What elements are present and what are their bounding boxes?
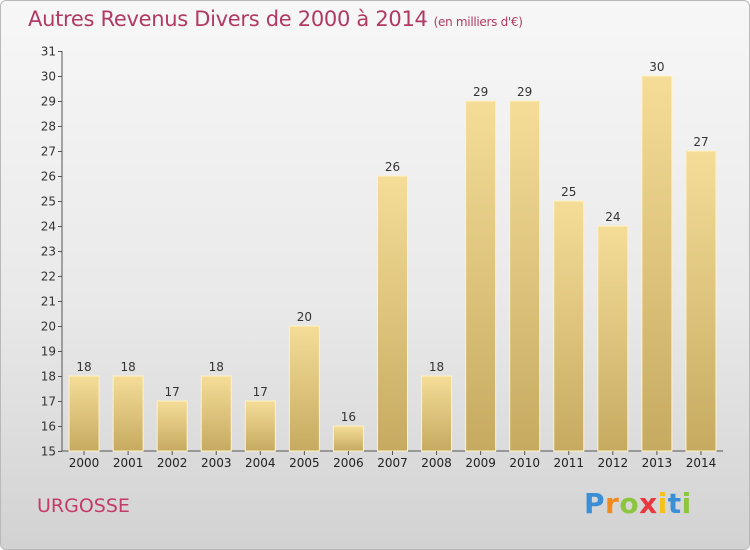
y-tick-label: 26 <box>41 170 56 184</box>
bar-value-label: 20 <box>297 310 312 324</box>
bar <box>112 375 144 452</box>
bar <box>200 375 232 452</box>
bar-value-label: 17 <box>253 385 268 399</box>
bar-value-label: 27 <box>693 135 708 149</box>
bar-value-label: 16 <box>341 410 356 424</box>
x-tick-label: 2003 <box>201 456 232 470</box>
logo-letter: x <box>639 487 658 520</box>
bar <box>244 400 276 452</box>
y-tick-label: 27 <box>41 145 56 159</box>
x-tick-label: 2008 <box>421 456 452 470</box>
bar <box>685 150 717 452</box>
x-tick-label: 2005 <box>289 456 320 470</box>
y-tick-label: 25 <box>41 195 56 209</box>
bar <box>421 375 453 452</box>
x-tick-label: 2002 <box>157 456 188 470</box>
y-tick-label: 17 <box>41 395 56 409</box>
bar-value-label: 17 <box>165 385 180 399</box>
bar <box>641 75 673 452</box>
x-tick-label: 2012 <box>598 456 629 470</box>
chart-title: Autres Revenus Divers de 2000 à 2014 (en … <box>28 7 523 31</box>
x-tick-label: 2007 <box>377 456 408 470</box>
bar <box>156 400 188 452</box>
x-tick-label: 2011 <box>553 456 584 470</box>
bar-value-label: 30 <box>649 60 664 74</box>
bar <box>553 200 585 452</box>
y-tick-label: 21 <box>41 295 56 309</box>
bar-value-label: 29 <box>473 85 488 99</box>
x-tick-label: 2010 <box>509 456 540 470</box>
bar <box>509 100 541 452</box>
y-tick-label: 15 <box>41 445 56 459</box>
y-tick-label: 31 <box>41 45 56 59</box>
bar <box>377 175 408 452</box>
y-tick-label: 23 <box>41 245 56 259</box>
bar <box>288 325 320 452</box>
bar <box>332 425 364 452</box>
y-tick-label: 28 <box>41 120 56 134</box>
bar <box>68 375 100 452</box>
bar-value-label: 18 <box>76 360 91 374</box>
y-tick-label: 16 <box>41 420 56 434</box>
x-tick-label: 2009 <box>465 456 496 470</box>
logo-letter: r <box>605 487 620 520</box>
logo-letter: i <box>681 487 692 520</box>
y-tick-label: 29 <box>41 95 56 109</box>
x-tick-label: 2004 <box>245 456 276 470</box>
y-tick-label: 18 <box>41 370 56 384</box>
bar-value-label: 29 <box>517 85 532 99</box>
y-tick-label: 19 <box>41 345 56 359</box>
x-tick-label: 2013 <box>642 456 673 470</box>
bar <box>465 100 497 452</box>
bar <box>597 225 629 452</box>
bar-value-label: 24 <box>605 210 620 224</box>
y-tick-label: 20 <box>41 320 56 334</box>
x-tick-label: 2000 <box>69 456 100 470</box>
bar-value-label: 25 <box>561 185 576 199</box>
logo-letter: o <box>619 487 640 520</box>
x-tick-label: 2014 <box>686 456 717 470</box>
bar-value-label: 18 <box>120 360 135 374</box>
y-tick-label: 24 <box>41 220 56 234</box>
proxiti-logo[interactable]: Proxiti <box>584 487 692 520</box>
logo-letter: i <box>657 487 668 520</box>
chart-title-text: Autres Revenus Divers de 2000 à 2014 <box>28 7 428 31</box>
y-tick-label: 30 <box>41 70 56 84</box>
bar-value-label: 18 <box>429 360 444 374</box>
logo-letter: t <box>667 487 682 520</box>
x-tick-label: 2006 <box>333 456 364 470</box>
y-tick-label: 22 <box>41 270 56 284</box>
logo-letter: P <box>584 487 606 520</box>
bar-value-label: 26 <box>385 160 400 174</box>
x-tick-label: 2001 <box>113 456 144 470</box>
bar-value-label: 18 <box>209 360 224 374</box>
commune-name: URGOSSE <box>37 495 130 517</box>
chart-unit: (en milliers d'€) <box>433 15 523 29</box>
